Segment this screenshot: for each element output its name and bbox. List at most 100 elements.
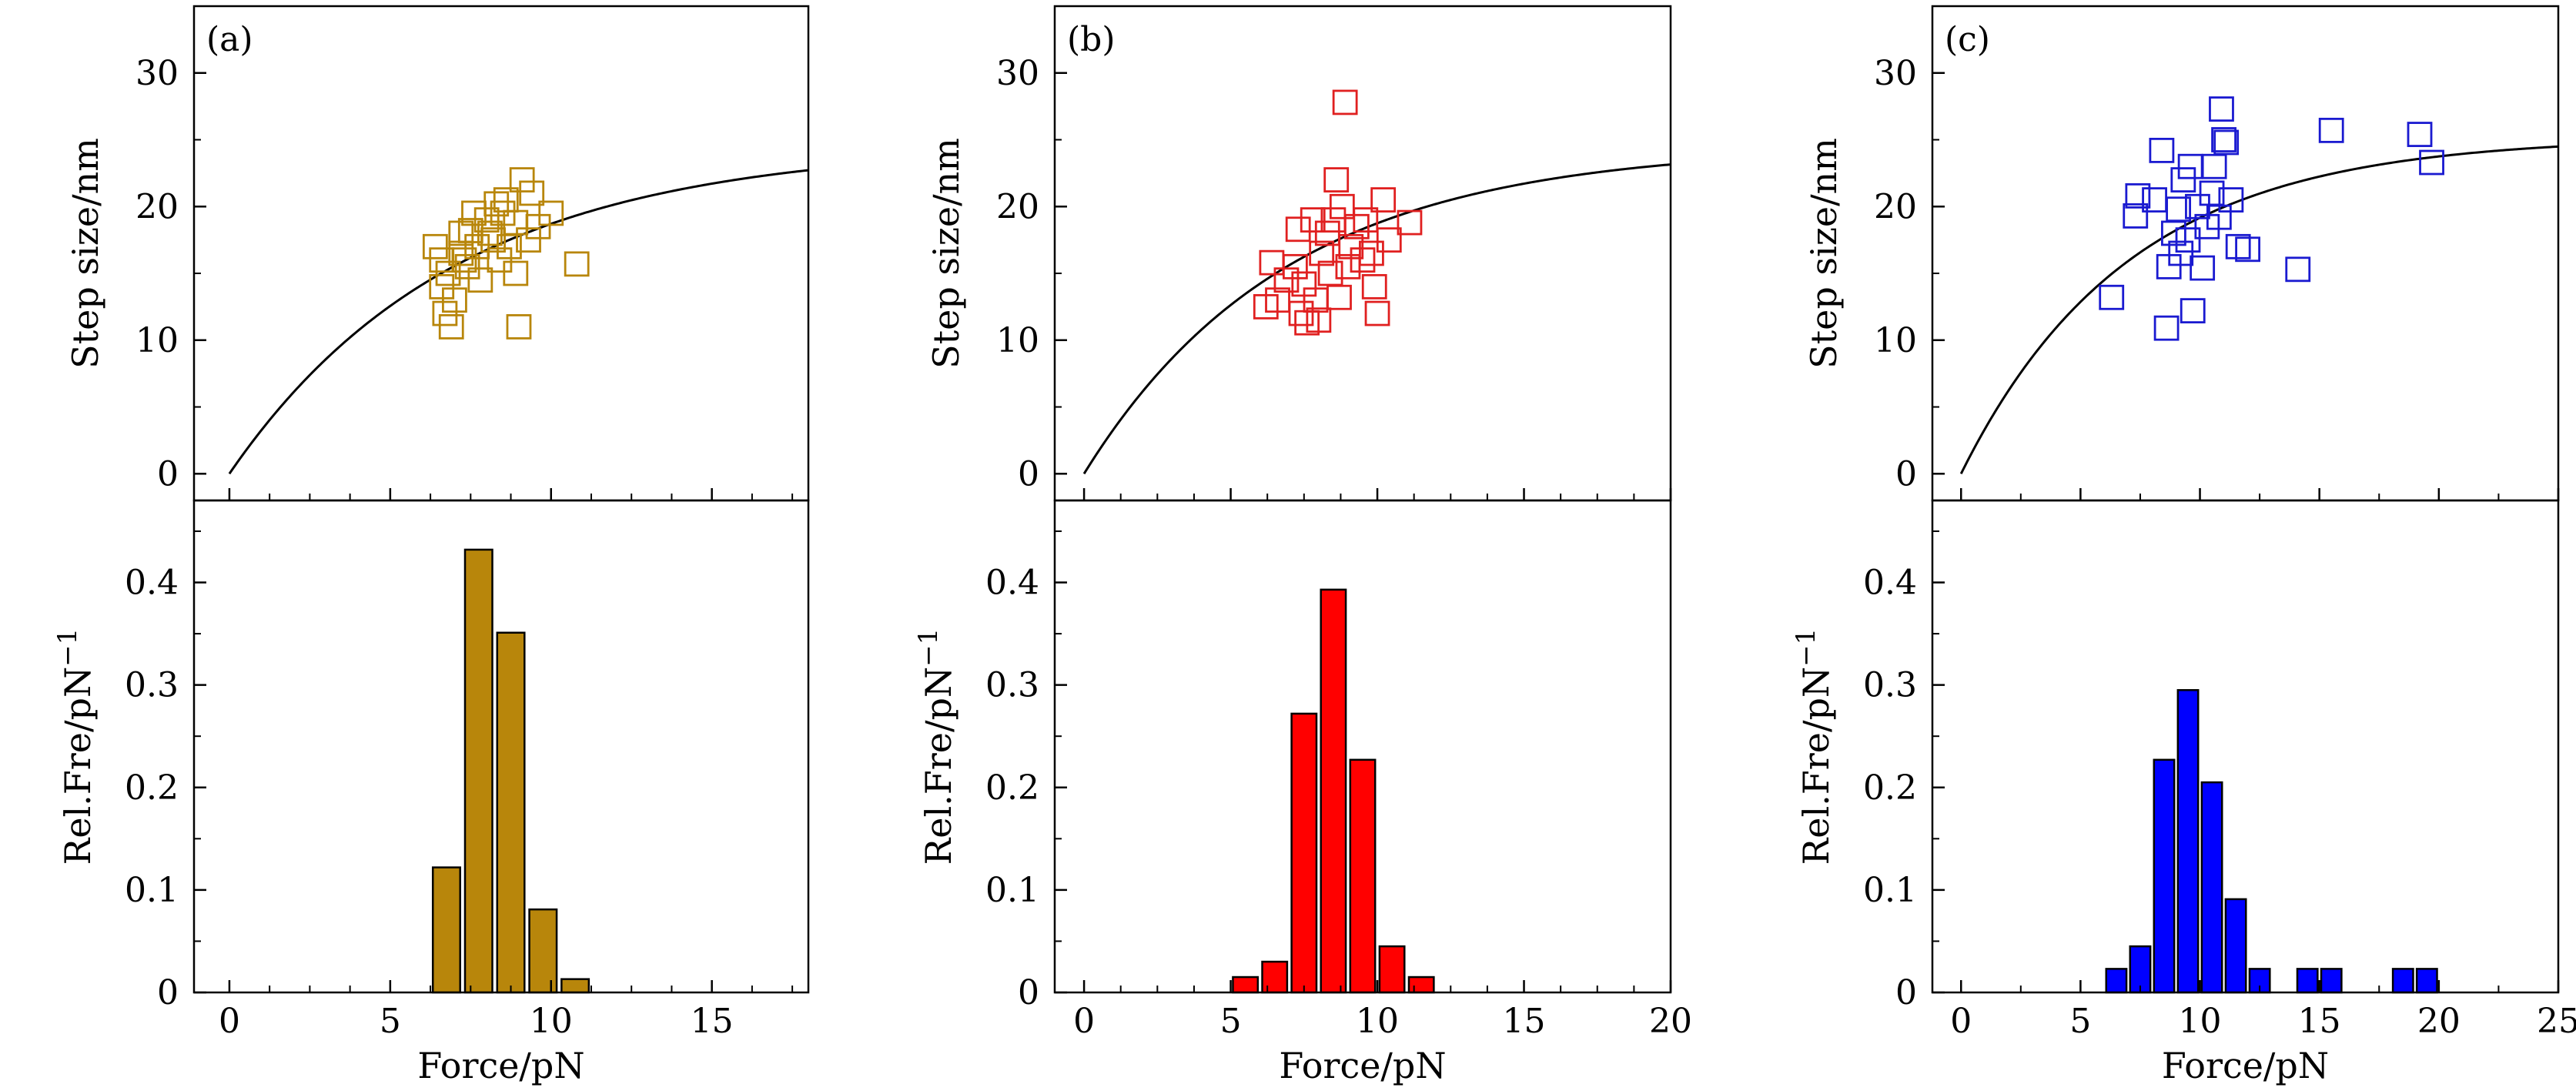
histogram-bar bbox=[1407, 976, 1435, 994]
scatter-point bbox=[487, 247, 513, 273]
y-tick-label: 0 bbox=[1018, 454, 1039, 494]
y-axis-label: Rel.Fre/pN−1 bbox=[52, 628, 99, 865]
scatter-point bbox=[429, 247, 455, 273]
y-tick-label: 0.1 bbox=[985, 871, 1039, 910]
scatter-point bbox=[2419, 149, 2444, 176]
y-tick-label: 0 bbox=[157, 454, 179, 494]
scatter-point bbox=[1359, 240, 1384, 266]
x-tick-label: 20 bbox=[2417, 1002, 2461, 1041]
scatter-point bbox=[2211, 127, 2236, 152]
y-axis-label: Rel.Fre/pN−1 bbox=[1791, 628, 1837, 865]
scatter-point bbox=[464, 233, 490, 259]
histogram-bar bbox=[2176, 689, 2200, 994]
histogram-bar bbox=[1349, 758, 1377, 994]
y-tick-label: 0.3 bbox=[125, 666, 179, 705]
histogram-bar bbox=[560, 978, 590, 994]
plot-frame-top bbox=[192, 5, 810, 502]
scatter-point bbox=[2318, 117, 2344, 143]
scatter-point bbox=[1335, 253, 1361, 279]
scatter-point bbox=[1285, 216, 1311, 243]
scatter-point bbox=[1259, 249, 1285, 276]
scatter-point bbox=[1350, 247, 1376, 273]
scatter-point bbox=[2285, 256, 2311, 283]
scatter-point bbox=[1265, 287, 1290, 313]
y-axis-label: Rel.Fre/pN−1 bbox=[913, 628, 959, 865]
y-tick-label: 20 bbox=[135, 187, 179, 226]
scatter-point bbox=[506, 314, 532, 340]
x-tick-label: 5 bbox=[1220, 1002, 1242, 1041]
y-tick-label: 0 bbox=[1895, 973, 1917, 1012]
y-tick-label: 0 bbox=[1018, 973, 1039, 1012]
scatter-point bbox=[509, 167, 535, 192]
y-tick-label: 0.1 bbox=[125, 871, 179, 910]
histogram-bar bbox=[1261, 960, 1289, 994]
panel-b: 0 10 20 30 (b) Step size/nm 0 0.1 0.2 0.3 0.4 0 5 10 1… bbox=[913, 5, 1692, 1086]
panel-c: 0 10 20 30 (c) Step size/nm 0 0.1 0.2 0.3 0.4 0 5 10 1… bbox=[1791, 5, 2576, 1086]
histogram-bar bbox=[1378, 945, 1406, 994]
y-tick-label: 0 bbox=[157, 973, 179, 1012]
y-tick-label: 10 bbox=[1874, 321, 1917, 360]
scatter-point bbox=[435, 260, 461, 286]
scatter-point bbox=[2201, 153, 2227, 179]
histogram-bar bbox=[1232, 976, 1260, 994]
plot-frame-bottom bbox=[1931, 499, 2560, 994]
histogram-bar bbox=[2391, 968, 2414, 994]
histogram-bar bbox=[1290, 712, 1318, 994]
y-axis-label: Step size/nm bbox=[65, 138, 106, 369]
scatter-point bbox=[2235, 236, 2261, 263]
scatter-point bbox=[1370, 187, 1397, 213]
x-tick-label: 25 bbox=[2537, 1002, 2576, 1041]
x-tick-label: 10 bbox=[530, 1002, 573, 1041]
histogram-bar bbox=[431, 866, 461, 994]
y-tick-label: 0.2 bbox=[125, 768, 179, 808]
scatter-point bbox=[448, 220, 474, 246]
scatter-point bbox=[503, 260, 529, 286]
y-tick-label: 10 bbox=[996, 321, 1039, 360]
scatter-point bbox=[1332, 89, 1358, 115]
panel-label: (c) bbox=[1945, 20, 1990, 59]
histogram-bar bbox=[2296, 968, 2319, 994]
scatter-point bbox=[490, 200, 516, 226]
scatter-point bbox=[1309, 240, 1335, 266]
scatter-point bbox=[2170, 167, 2196, 192]
panel-label: (a) bbox=[206, 20, 253, 59]
x-tick-label: 0 bbox=[1950, 1002, 1972, 1041]
scatter-point bbox=[2206, 204, 2232, 230]
scatter-point bbox=[1329, 193, 1355, 219]
y-axis-label: Step size/nm bbox=[925, 138, 967, 369]
x-axis-label: Force/pN bbox=[1279, 1045, 1446, 1086]
y-tick-label: 30 bbox=[996, 54, 1039, 93]
scatter-point bbox=[1288, 300, 1314, 326]
histogram-bar bbox=[2105, 968, 2128, 994]
fit-curve bbox=[1959, 145, 2558, 474]
scatter-point bbox=[429, 273, 455, 300]
histogram-bar bbox=[2224, 898, 2247, 994]
y-tick-label: 0 bbox=[1895, 454, 1917, 494]
fit-curve bbox=[228, 169, 808, 475]
plot-frame-bottom bbox=[1053, 499, 1672, 994]
histogram-bar bbox=[528, 908, 558, 994]
scatter-point bbox=[454, 253, 480, 279]
x-tick-label: 5 bbox=[380, 1002, 401, 1041]
scatter-point bbox=[1353, 207, 1379, 233]
scatter-point bbox=[516, 227, 541, 253]
y-tick-label: 30 bbox=[1874, 54, 1917, 93]
x-axis-label: Force/pN bbox=[417, 1045, 584, 1086]
scatter-point bbox=[1364, 300, 1390, 326]
scatter-point bbox=[1291, 271, 1317, 297]
y-axis-label: Step size/nm bbox=[1803, 138, 1845, 369]
x-tick-label: 20 bbox=[1649, 1002, 1692, 1041]
scatter-point bbox=[2153, 315, 2180, 341]
scatter-point bbox=[442, 287, 467, 313]
x-tick-label: 5 bbox=[2069, 1002, 2091, 1041]
y-axis-label-superscript: −1 bbox=[1791, 628, 1822, 667]
y-tick-label: 0.3 bbox=[1863, 666, 1917, 705]
y-tick-label: 0.4 bbox=[1863, 564, 1917, 603]
scatter-point bbox=[2407, 122, 2433, 147]
scatter-point bbox=[1397, 209, 1423, 236]
histogram-bar bbox=[1320, 588, 1347, 994]
y-tick-label: 30 bbox=[135, 54, 179, 93]
scatter-point bbox=[457, 218, 483, 243]
scatter-point bbox=[2209, 96, 2234, 122]
y-axis-label-superscript: −1 bbox=[52, 628, 83, 667]
